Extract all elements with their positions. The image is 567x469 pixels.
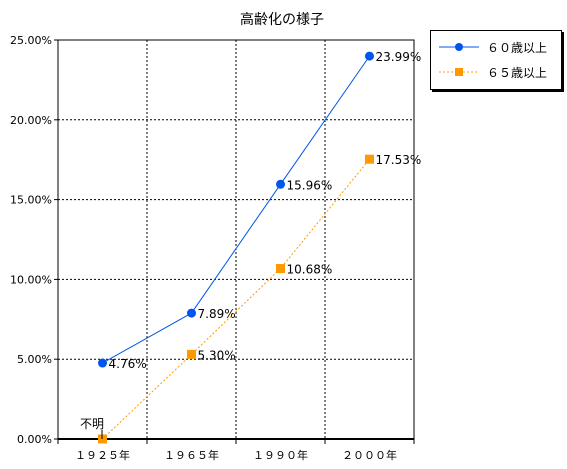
data-label: 23.99% (376, 50, 422, 64)
legend-swatch-65 (439, 68, 479, 76)
data-point (187, 308, 196, 318)
grid-lines (58, 40, 414, 439)
x-tick-label: １９２５年 (75, 448, 130, 462)
data-label: 10.68% (287, 263, 333, 277)
data-label: 4.76% (109, 357, 147, 371)
data-point (276, 179, 285, 189)
y-axis: 0.00% 5.00% 10.00% 15.00% 20.00% 25.00% (10, 34, 58, 446)
y-tick-label: 25.00% (10, 34, 52, 47)
x-tick-label: ２０００年 (342, 448, 397, 462)
data-point (365, 51, 374, 61)
data-point (187, 349, 196, 359)
annotation-label: 不明 (80, 417, 104, 431)
y-tick-label: 0.00% (17, 433, 52, 446)
chart-title: 高齢化の様子 (240, 11, 324, 28)
y-tick-label: 20.00% (10, 114, 52, 127)
y-tick-label: 10.00% (10, 273, 52, 286)
data-label: 7.89% (198, 307, 236, 321)
series-line (102, 158, 370, 440)
data-label: 15.96% (287, 178, 333, 192)
legend-label-60: ６０歳以上 (487, 40, 548, 55)
series-line (102, 55, 370, 364)
data-point (98, 358, 107, 368)
legend-swatch-60 (439, 43, 479, 51)
y-tick-label: 5.00% (17, 353, 52, 366)
x-tick-label: １９９０年 (253, 448, 308, 462)
legend: ６０歳以上 ６５歳以上 (430, 30, 562, 90)
legend-item-60: ６０歳以上 (437, 37, 547, 57)
data-label: 17.53% (376, 153, 422, 167)
x-tick-label: １９６５年 (164, 448, 219, 462)
plot-area-border (57, 39, 415, 440)
data-point (365, 154, 374, 164)
series-group: 4.76% 7.89% 15.96% 23.99% 5.30% 10.68% 17.53% (98, 50, 422, 444)
x-axis: １９２５年 １９６５年 １９９０年 ２０００年 (57, 438, 415, 462)
legend-label-65: ６５歳以上 (487, 65, 548, 80)
data-label: 5.30% (198, 348, 236, 362)
y-tick-label: 15.00% (10, 194, 52, 207)
data-point (276, 264, 285, 274)
legend-item-65: ６５歳以上 (437, 62, 547, 82)
